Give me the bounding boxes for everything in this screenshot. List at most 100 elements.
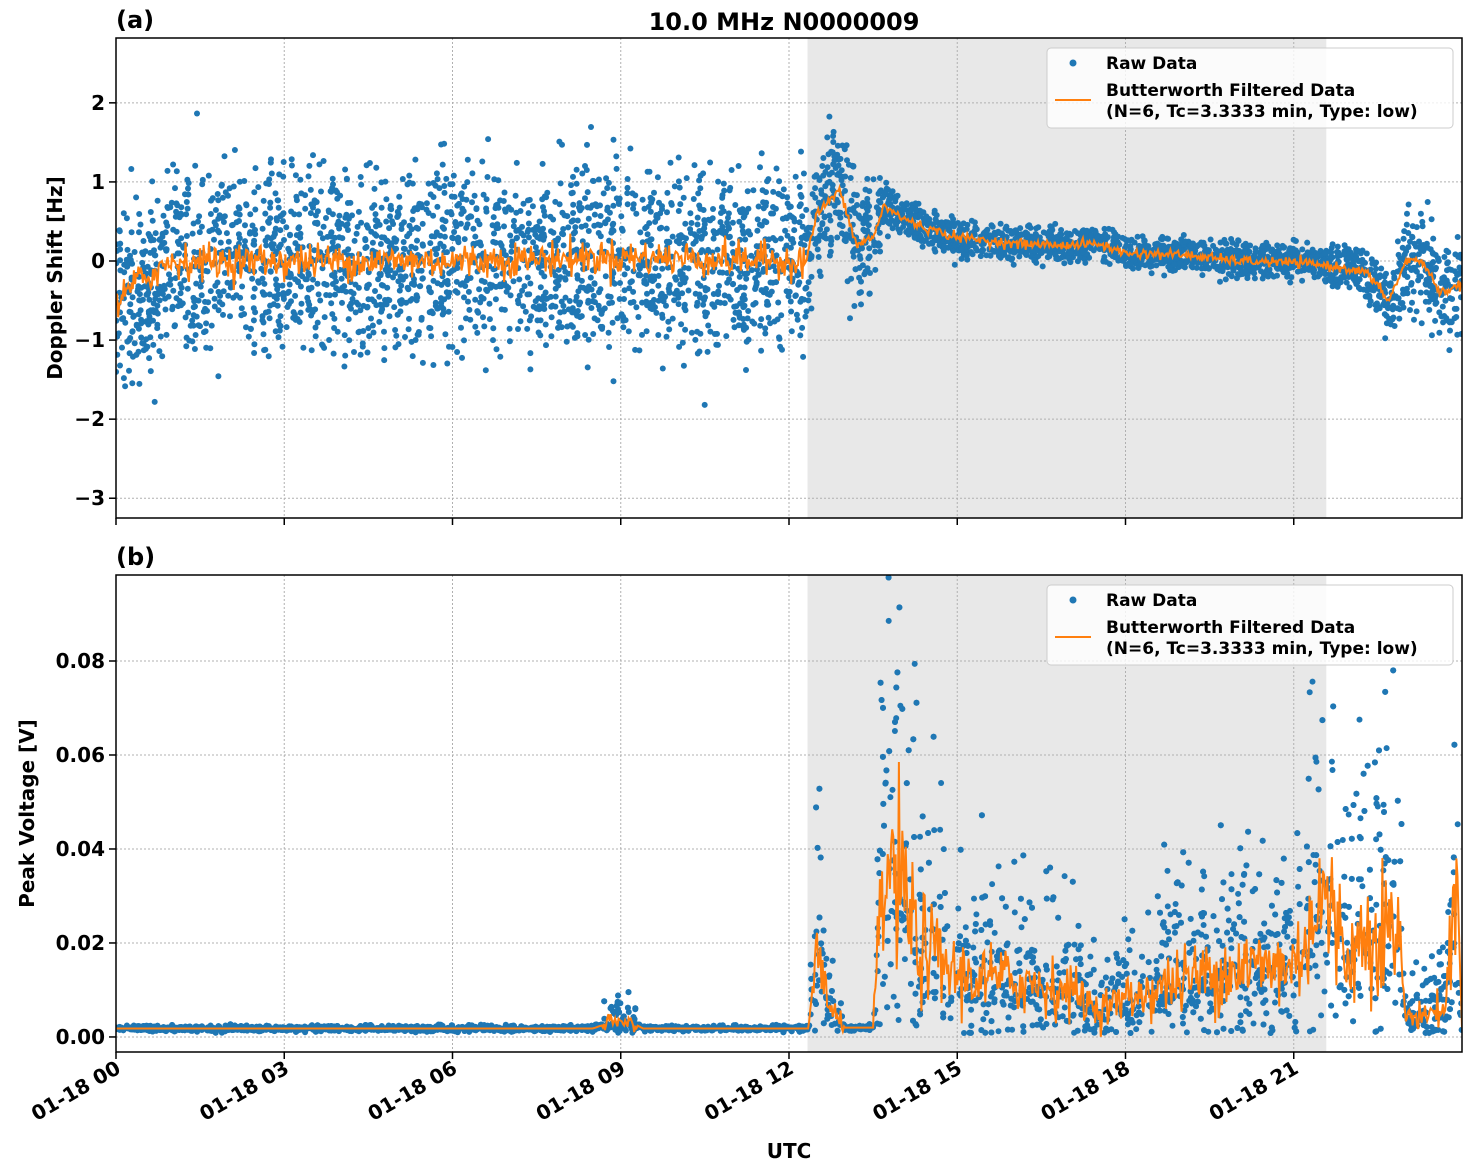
raw-point xyxy=(411,282,417,288)
raw-point xyxy=(858,301,864,307)
raw-point xyxy=(1406,202,1412,208)
raw-point xyxy=(575,333,581,339)
raw-point xyxy=(700,302,706,308)
raw-point xyxy=(668,160,674,166)
raw-point xyxy=(630,289,636,295)
raw-point xyxy=(838,156,844,162)
y-tick-label: 0.04 xyxy=(56,837,105,861)
raw-point xyxy=(712,331,718,337)
raw-point xyxy=(251,317,257,323)
raw-point xyxy=(128,166,134,172)
raw-point xyxy=(588,275,594,281)
raw-point xyxy=(271,241,277,247)
raw-point xyxy=(1260,249,1266,255)
raw-point xyxy=(527,366,533,372)
raw-point xyxy=(429,308,435,314)
raw-point xyxy=(1102,231,1108,237)
raw-point xyxy=(592,281,598,287)
raw-point xyxy=(128,257,134,263)
raw-point xyxy=(136,311,142,317)
raw-point xyxy=(770,211,776,217)
raw-point xyxy=(152,399,158,405)
raw-point xyxy=(590,331,596,337)
raw-point xyxy=(1164,236,1170,242)
raw-point xyxy=(642,206,648,212)
raw-point xyxy=(1393,293,1399,299)
raw-point xyxy=(428,333,434,339)
raw-point xyxy=(136,297,142,303)
raw-point xyxy=(306,163,312,169)
raw-point xyxy=(252,231,258,237)
raw-point xyxy=(465,157,471,163)
raw-point xyxy=(1040,263,1046,269)
raw-point xyxy=(454,349,460,355)
raw-point xyxy=(524,326,530,332)
raw-point xyxy=(1328,276,1334,282)
raw-point xyxy=(170,162,176,168)
raw-point xyxy=(318,189,324,195)
raw-point xyxy=(314,220,320,226)
raw-point xyxy=(677,185,683,191)
raw-point xyxy=(479,159,485,165)
raw-point xyxy=(1356,248,1362,254)
raw-point xyxy=(787,212,793,218)
raw-point xyxy=(857,265,863,271)
raw-point xyxy=(833,210,839,216)
raw-point xyxy=(872,249,878,255)
raw-point xyxy=(158,245,164,251)
raw-point xyxy=(1167,267,1173,273)
raw-point xyxy=(696,228,702,234)
raw-point xyxy=(715,179,721,185)
raw-point xyxy=(822,214,828,220)
raw-point xyxy=(441,141,447,147)
raw-point xyxy=(1023,251,1029,257)
raw-point xyxy=(351,349,357,355)
raw-point xyxy=(734,287,740,293)
raw-point xyxy=(196,322,202,328)
raw-point xyxy=(1067,259,1073,265)
raw-point xyxy=(317,298,323,304)
raw-point xyxy=(446,309,452,315)
raw-point xyxy=(527,350,533,356)
raw-point xyxy=(972,224,978,230)
raw-point xyxy=(789,328,795,334)
raw-point xyxy=(177,298,183,304)
raw-point xyxy=(824,134,830,140)
raw-point xyxy=(843,231,849,237)
raw-point xyxy=(441,310,447,316)
raw-point xyxy=(808,306,814,312)
raw-point xyxy=(406,173,412,179)
raw-point xyxy=(828,249,834,255)
raw-point xyxy=(553,294,559,300)
raw-point xyxy=(332,292,338,298)
raw-point xyxy=(375,276,381,282)
raw-point xyxy=(1276,247,1282,253)
raw-point xyxy=(329,229,335,235)
raw-point xyxy=(507,233,513,239)
raw-point xyxy=(428,191,434,197)
raw-point xyxy=(743,367,749,373)
raw-point xyxy=(1171,261,1177,267)
raw-point xyxy=(268,269,274,275)
raw-point xyxy=(617,296,623,302)
raw-point xyxy=(417,283,423,289)
raw-point xyxy=(146,355,152,361)
raw-point xyxy=(757,323,763,329)
raw-point xyxy=(661,295,667,301)
raw-point xyxy=(1376,293,1382,299)
legend-filtered-params: (N=6, Tc=3.3333 min, Type: low) xyxy=(1106,102,1418,122)
raw-point xyxy=(1396,316,1402,322)
raw-point xyxy=(466,307,472,313)
raw-point xyxy=(799,213,805,219)
raw-point xyxy=(188,323,194,329)
raw-point xyxy=(420,221,426,227)
raw-point xyxy=(1396,252,1402,258)
raw-point xyxy=(636,347,642,353)
raw-point xyxy=(561,242,567,248)
raw-point xyxy=(274,286,280,292)
raw-point xyxy=(267,205,273,211)
raw-point xyxy=(468,214,474,220)
raw-point xyxy=(610,186,616,192)
raw-point xyxy=(697,185,703,191)
